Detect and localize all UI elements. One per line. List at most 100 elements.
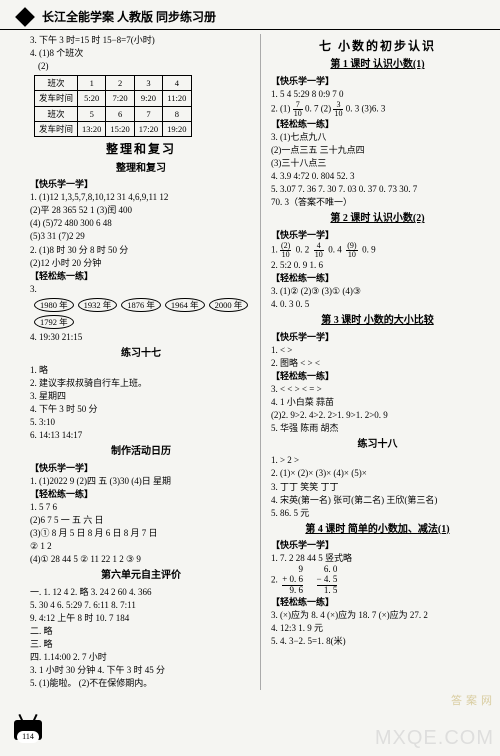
label: 【轻松练一练】 xyxy=(269,370,486,383)
right-column: 七 小数的初步认识 第 1 课时 认识小数(1) 【快乐学一学】 1. 5 4 … xyxy=(260,34,486,690)
text-line: 5. 3:10 xyxy=(28,416,254,429)
label: 【轻松练一练】 xyxy=(28,270,254,283)
cell: 5:20 xyxy=(78,91,106,106)
label: 【快乐学一学】 xyxy=(269,75,486,88)
label: 【轻松练一练】 xyxy=(269,272,486,285)
watermark-cn: 答案网 xyxy=(451,692,496,708)
cell: 7:20 xyxy=(106,91,134,106)
sub-title: 制作活动日历 xyxy=(28,445,254,460)
text-line: 一. 1. 12 4 2. 略 3. 24 2 60 4. 366 xyxy=(28,586,254,599)
text-line: (3)① 8 月 5 日 8 月 6 日 8 月 7 日 xyxy=(28,527,254,540)
fraction: 410 xyxy=(314,242,324,259)
text-line: 5. 3.07 7. 36 7. 30 7. 03 0. 37 0. 73 30… xyxy=(269,183,486,196)
text-line: (4)① 28 44 5 ② 11 22 1 2 ③ 9 xyxy=(28,553,254,566)
text-line: 1. 5 7 6 xyxy=(28,501,254,514)
schedule-table: 班次 1 2 3 4 发车时间 5:20 7:20 9:20 11:20 班次 … xyxy=(34,75,192,137)
text-line: 5. 86. 5 元 xyxy=(269,507,486,520)
text-line: 4. (1)8 个班次 xyxy=(28,47,254,60)
cell: 9:20 xyxy=(134,91,162,106)
text-line: 5. 30 4 6. 5:29 7. 6:11 8. 7:11 xyxy=(28,599,254,612)
seg: 0. 2 xyxy=(296,244,310,254)
label: 【轻松练一练】 xyxy=(269,596,486,609)
text-line: 2. (1)× (2)× (3)× (4)× (5)× xyxy=(269,467,486,480)
text-line: 1. (1)12 1,3,5,7,8,10,12 31 4,6,9,11 12 xyxy=(28,191,254,204)
text-line: 5. (1)能啦。 (2)不在保修期内。 xyxy=(28,677,254,690)
text-line: 3. (1)② (2)③ (3)① (4)③ xyxy=(269,285,486,298)
calc-res: 9. 6 xyxy=(282,586,303,596)
oval: 1980 年 xyxy=(34,298,74,312)
text-line: 2. 图略 < > < xyxy=(269,357,486,370)
cell: 19:20 xyxy=(163,122,191,137)
text-line: 5. 华强 陈雨 胡杰 xyxy=(269,422,486,435)
cell: 3 xyxy=(134,76,162,91)
table-row: 发车时间 13:20 15:20 17:20 19:20 xyxy=(35,122,192,137)
text-line: 1. 略 xyxy=(28,364,254,377)
page-number: 114 xyxy=(17,731,39,743)
text-line: 4. 宋英(第一名) 张可(第二名) 王欣(第三名) xyxy=(269,494,486,507)
text-line: (5)3 31 (7)2 29 xyxy=(28,230,254,243)
label: 【快乐学一学】 xyxy=(269,331,486,344)
cell: 班次 xyxy=(35,106,78,121)
text-line: 3. 丁丁 笑笑 丁丁 xyxy=(269,481,486,494)
cell: 1 xyxy=(78,76,106,91)
text-line: 2. (1) 710 0. 7 (2) 310 0. 3 (3)6. 3 xyxy=(269,101,486,118)
text-line: (2) xyxy=(28,60,254,73)
text-line: 1. (2)10 0. 2 410 0. 4 (9)10 0. 9 xyxy=(269,242,486,259)
text-line: 1. 5 4 5:29 8 0:9 7 0 xyxy=(269,88,486,101)
label: 【轻松练一练】 xyxy=(28,488,254,501)
table-row: 班次 5 6 7 8 xyxy=(35,106,192,121)
year-ovals: 1980 年 1932 年 1876 年 1964 年 2000 年 1792 … xyxy=(28,296,254,332)
cell: 13:20 xyxy=(78,122,106,137)
oval: 1792 年 xyxy=(34,315,74,329)
cell: 2 xyxy=(106,76,134,91)
text-line: 3. (×)应为 8. 4 (×)应为 18. 7 (×)应为 27. 2 xyxy=(269,609,486,622)
text-line: (2)一点三五 三十九点四 xyxy=(269,144,486,157)
unit-title: 七 小数的初步认识 xyxy=(269,38,486,55)
text-line: 3. < < > < = > xyxy=(269,383,486,396)
label: 【快乐学一学】 xyxy=(28,178,254,191)
text-line: 9. 4:12 上午 8 时 10. 7 184 xyxy=(28,612,254,625)
text-line: 5. 4. 3−2. 5=1. 8(米) xyxy=(269,635,486,648)
seg: 2. (1) xyxy=(271,104,291,114)
text-line: (4) (5)72 480 300 6 48 xyxy=(28,217,254,230)
sub-title: 第 4 课时 简单的小数加、减法(1) xyxy=(269,523,486,538)
oval: 1964 年 xyxy=(165,298,205,312)
left-column: 3. 下午 3 时=15 时 15−8=7(小时) 4. (1)8 个班次 (2… xyxy=(28,34,254,690)
label: 【快乐学一学】 xyxy=(28,462,254,475)
cell: 17:20 xyxy=(134,122,162,137)
sub-title: 第六单元自主评价 xyxy=(28,569,254,584)
text-line: 1. < > xyxy=(269,344,486,357)
text-line: (3)三十八点三 xyxy=(269,157,486,170)
text-line: (2)2. 9>2. 4>2. 2>1. 9>1. 2>0. 9 xyxy=(269,409,486,422)
text-line: (2)6 7 5 一 五 六 日 xyxy=(28,514,254,527)
text-line: 4. 19:30 21:15 xyxy=(28,331,254,344)
cell: 发车时间 xyxy=(35,91,78,106)
sub-title: 练习十八 xyxy=(269,438,486,453)
text-line: 3. 星期四 xyxy=(28,390,254,403)
cell: 4 xyxy=(163,76,191,91)
cell: 11:20 xyxy=(163,91,191,106)
fraction: (2)10 xyxy=(280,242,291,259)
text-line: 三. 略 xyxy=(28,638,254,651)
cell: 6 xyxy=(106,106,134,121)
text-line: 2. 建议李叔叔骑自行车上班。 xyxy=(28,377,254,390)
seg: 0. 4 xyxy=(328,244,342,254)
diamond-icon xyxy=(15,7,35,27)
text-line: 4. 12:3 1. 9 元 xyxy=(269,622,486,635)
text-line: (2)12 小时 20 分钟 xyxy=(28,257,254,270)
page-header: 长江全能学案 人教版 同步练习册 xyxy=(0,0,500,30)
content-columns: 3. 下午 3 时=15 时 15−8=7(小时) 4. (1)8 个班次 (2… xyxy=(0,34,500,690)
table-row: 发车时间 5:20 7:20 9:20 11:20 xyxy=(35,91,192,106)
page-number-badge: 114 xyxy=(14,720,44,746)
label: 【快乐学一学】 xyxy=(269,539,486,552)
cell: 8 xyxy=(163,106,191,121)
sub-title: 整理和复习 xyxy=(28,162,254,177)
text-line: 70. 3（答案不唯一） xyxy=(269,196,486,209)
table-row: 班次 1 2 3 4 xyxy=(35,76,192,91)
seg: 0. 7 (2) xyxy=(305,104,331,114)
label: 【轻松练一练】 xyxy=(269,118,486,131)
cell: 15:20 xyxy=(106,122,134,137)
sub-title: 练习十七 xyxy=(28,347,254,362)
label: 【快乐学一学】 xyxy=(269,229,486,242)
seg: 0. 9 xyxy=(362,244,376,254)
